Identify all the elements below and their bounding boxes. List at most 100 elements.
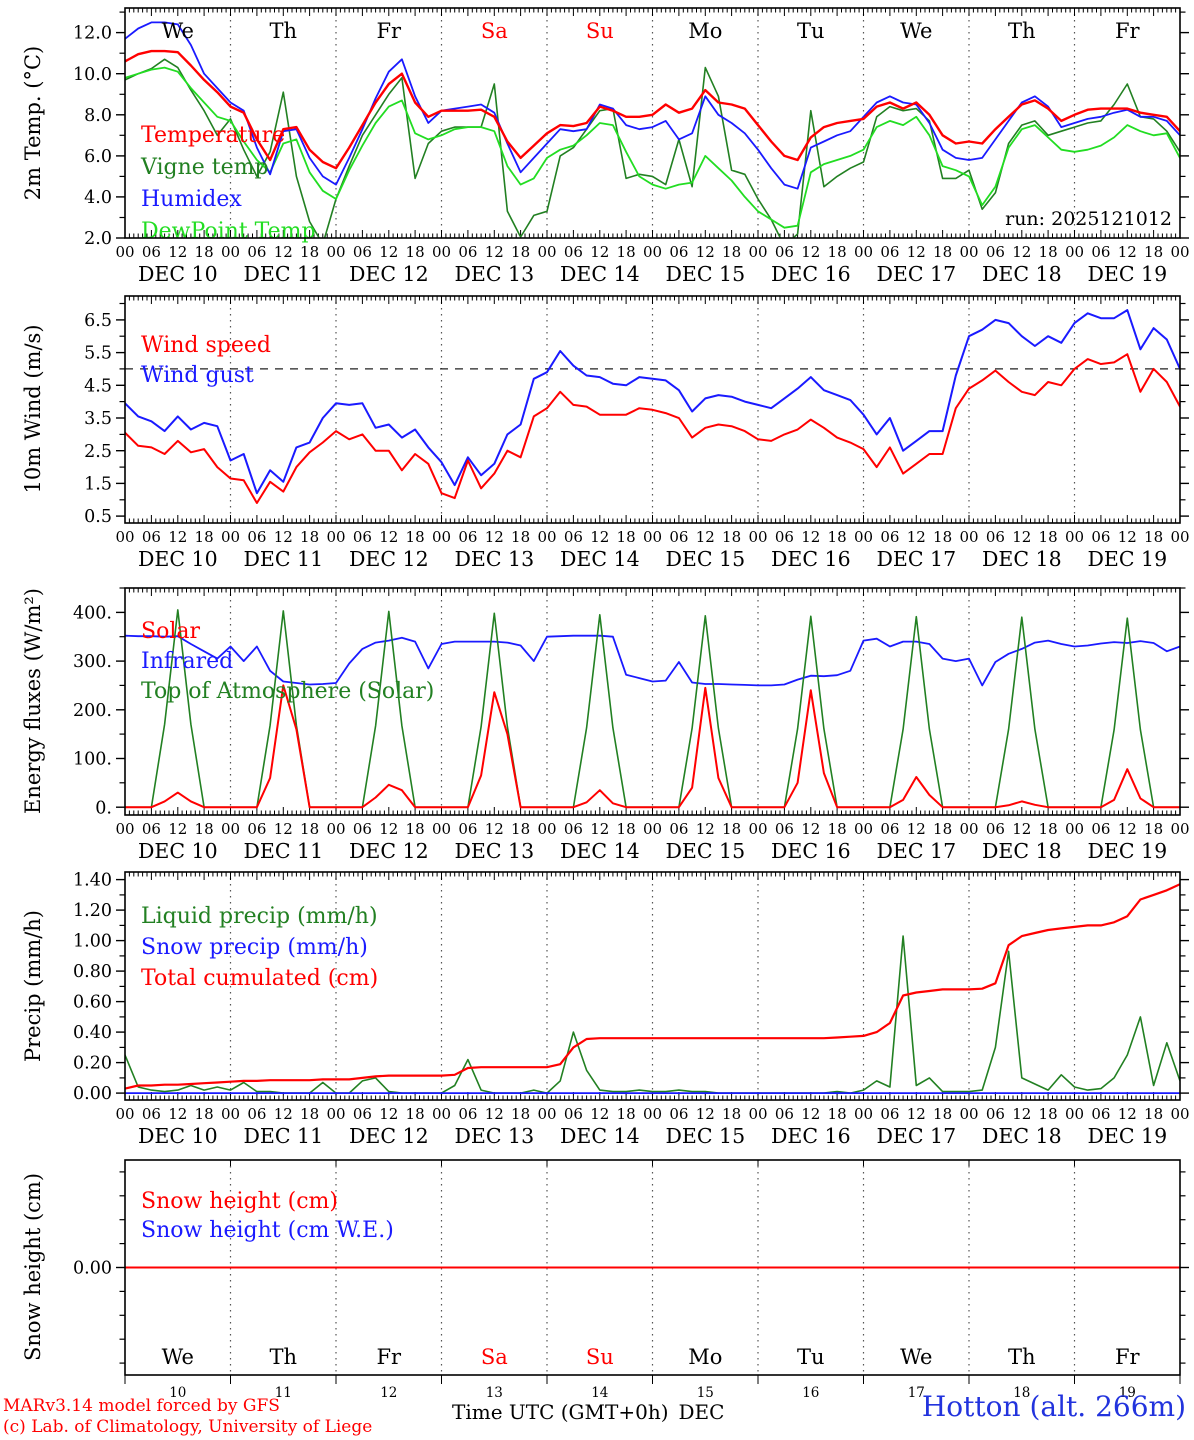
panel-border — [124, 295, 1181, 524]
hour-label: 06 — [142, 528, 161, 546]
legend-humidex: Humidex — [141, 187, 242, 212]
hour-label: 06 — [1091, 243, 1110, 261]
hour-ticks-top — [124, 296, 1181, 304]
date-label: DEC 12 — [349, 262, 429, 286]
hour-label: 18 — [1039, 528, 1058, 546]
hour-label: 12 — [801, 243, 820, 261]
hour-label: 00 — [432, 243, 451, 261]
hour-label: 00 — [1170, 820, 1189, 838]
day-number-label: 12 — [380, 1385, 397, 1401]
hour-label: 18 — [933, 528, 952, 546]
date-label: DEC 19 — [1087, 547, 1167, 571]
hour-ticks-top — [124, 8, 1181, 16]
dow-label: Mo — [688, 19, 722, 43]
date-label: DEC 16 — [771, 839, 851, 863]
hour-label: 00 — [959, 243, 978, 261]
legend-top-of-atmosphere-solar-: Top of Atmosphere (Solar) — [141, 679, 434, 704]
hour-label: 06 — [564, 1105, 583, 1123]
hour-label: 00 — [1170, 1105, 1189, 1123]
date-label: DEC 12 — [349, 1124, 429, 1148]
hour-label: 06 — [564, 820, 583, 838]
hour-label: 12 — [274, 1105, 293, 1123]
hour-label: 06 — [353, 243, 372, 261]
dow-label: Fr — [1115, 19, 1141, 43]
hour-label: 12 — [485, 243, 504, 261]
dow-label: We — [162, 19, 194, 43]
legend-snow-height-cm-: Snow height (cm) — [141, 1189, 338, 1214]
ytick-label: 400. — [73, 604, 112, 624]
date-label: DEC 10 — [138, 839, 218, 863]
hour-label: 00 — [959, 820, 978, 838]
hour-label: 00 — [326, 243, 345, 261]
hour-label: 12 — [907, 528, 926, 546]
series-infrared — [125, 634, 1180, 687]
hour-label: 18 — [617, 243, 636, 261]
day-number-label: 14 — [591, 1385, 608, 1401]
dow-label: Th — [1008, 1345, 1036, 1369]
date-label: DEC 10 — [138, 547, 218, 571]
hour-label: 12 — [590, 820, 609, 838]
hour-label: 18 — [511, 243, 530, 261]
y-axis-title-energy: Energy fluxes (W/m²) — [21, 588, 45, 814]
hour-label: 06 — [1091, 1105, 1110, 1123]
ytick-label: 0.40 — [73, 1023, 112, 1043]
hour-label: 18 — [933, 820, 952, 838]
hour-label: 00 — [1065, 528, 1084, 546]
hour-label: 18 — [933, 243, 952, 261]
hour-label: 12 — [485, 1105, 504, 1123]
hour-label: 18 — [1144, 528, 1163, 546]
date-label: DEC 14 — [560, 547, 640, 571]
day-number-label: 18 — [1013, 1385, 1030, 1401]
hour-label: 06 — [458, 820, 477, 838]
hour-label: 06 — [142, 243, 161, 261]
hour-label: 06 — [458, 528, 477, 546]
day-number-label: 11 — [275, 1385, 292, 1401]
hour-label: 00 — [432, 528, 451, 546]
hour-label: 18 — [195, 528, 214, 546]
ytick-label: 4.5 — [84, 376, 112, 396]
hour-label: 12 — [696, 1105, 715, 1123]
date-label: DEC 16 — [771, 262, 851, 286]
panel-border — [124, 587, 1181, 816]
hour-label: 00 — [854, 1105, 873, 1123]
ytick-label: 6.0 — [84, 147, 112, 167]
panel-border — [124, 1159, 1181, 1376]
hour-label: 00 — [854, 243, 873, 261]
hour-label: 18 — [722, 1105, 741, 1123]
dow-label: We — [900, 19, 932, 43]
hour-label: 18 — [1039, 1105, 1058, 1123]
ytick-label: 1.5 — [84, 475, 112, 495]
legend-solar: Solar — [141, 619, 200, 644]
hour-label: 00 — [1065, 243, 1084, 261]
hour-label: 18 — [1144, 243, 1163, 261]
hour-label: 12 — [1118, 243, 1137, 261]
hour-label: 18 — [511, 528, 530, 546]
hour-label: 12 — [379, 1105, 398, 1123]
ytick-label: 0.20 — [73, 1054, 112, 1074]
date-label: DEC 13 — [454, 1124, 534, 1148]
hour-label: 06 — [247, 528, 266, 546]
hour-label: 18 — [511, 1105, 530, 1123]
hour-label: 00 — [432, 1105, 451, 1123]
hour-label: 18 — [828, 528, 847, 546]
hour-label: 12 — [379, 820, 398, 838]
dow-label: We — [162, 1345, 194, 1369]
hour-label: 06 — [142, 820, 161, 838]
day-ticks-top — [124, 1160, 1181, 1166]
hour-label: 12 — [696, 528, 715, 546]
hour-label: 18 — [617, 820, 636, 838]
hour-label: 18 — [406, 1105, 425, 1123]
panel-temperature: 2.0 4.0 6.0 8.0 10.0 12.0 Temperature Vigne tem… — [73, 7, 1190, 286]
hour-label: 18 — [933, 1105, 952, 1123]
series-wind-speed — [125, 353, 1180, 504]
legend-temperature: Temperature — [141, 123, 285, 148]
hour-label: 12 — [485, 528, 504, 546]
date-label: DEC 12 — [349, 839, 429, 863]
hour-label: 06 — [353, 528, 372, 546]
hour-label: 00 — [326, 820, 345, 838]
legend-dewpoint-temp: DewPoint Temp — [141, 219, 316, 244]
hour-label: 00 — [432, 820, 451, 838]
hour-label: 12 — [590, 243, 609, 261]
credit-block: MARv3.14 model forced by GFS (c) Lab. of… — [3, 1396, 372, 1438]
hour-label: 18 — [406, 243, 425, 261]
